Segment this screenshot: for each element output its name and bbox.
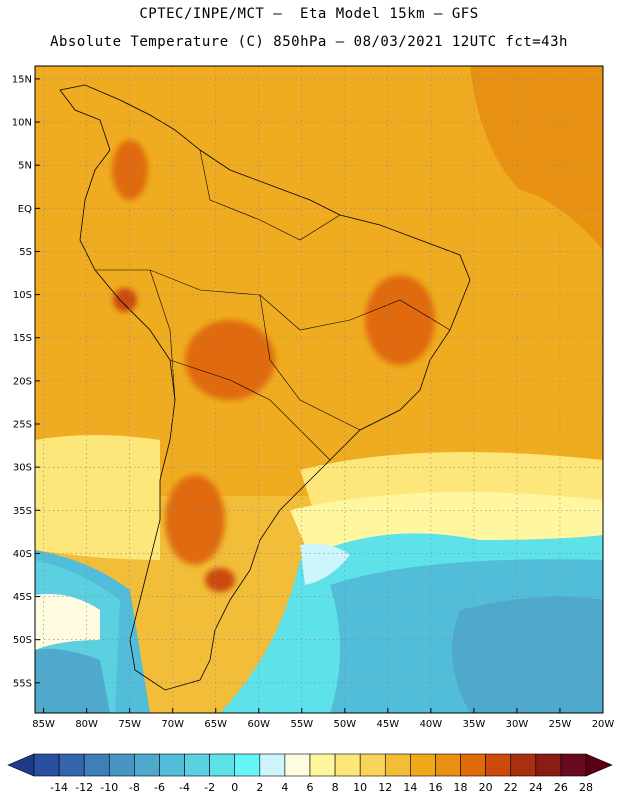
colorbar-label: 16 [428, 781, 442, 794]
colorbar-segment [209, 753, 236, 777]
colorbar-segment [510, 753, 537, 777]
lon-tick-label: 35W [463, 719, 486, 730]
lat-tick-label: 30S [13, 463, 32, 474]
colorbar-segment [560, 753, 587, 777]
map-frame [34, 65, 604, 714]
lat-tick-label: 40S [13, 549, 32, 560]
colorbar-label: 28 [579, 781, 593, 794]
lat-tick-label: 25S [13, 420, 32, 431]
colorbar-segment [83, 753, 110, 777]
colorbar-segment [159, 753, 185, 777]
temperature-field [35, 66, 603, 713]
colorbar-label: 26 [554, 781, 568, 794]
colorbar-segment [33, 753, 60, 777]
lat-tick-label: 10S [13, 290, 32, 301]
colorbar-segment [284, 753, 311, 777]
lon-tick-label: 25W [549, 719, 572, 730]
lon-tick-label: 50W [334, 719, 357, 730]
longitude-ticks: 85W 80W 75W 70W 65W 60W 55W 50W 45W 40W 35W 30W 25W 2… [32, 708, 614, 730]
colorbar-label: 2 [256, 781, 263, 794]
colorbar-segment [460, 753, 486, 777]
title-line-2: Absolute Temperature (C) 850hPa – 08/03/… [50, 34, 568, 50]
lon-tick-label: 30W [506, 719, 529, 730]
colorbar-label: 18 [454, 781, 468, 794]
colorbar-label: -10 [100, 781, 118, 794]
lat-tick-label: 10N [12, 118, 32, 129]
colorbar-label: 6 [307, 781, 314, 794]
lon-tick-label: 85W [32, 719, 55, 730]
coastline-south-america [59, 84, 471, 691]
lon-tick-label: 45W [377, 719, 400, 730]
colorbar-segment [435, 753, 461, 777]
title-line-1: CPTEC/INPE/MCT – Eta Model 15km – GFS [139, 6, 479, 22]
colorbar-segment [108, 753, 135, 777]
colorbar-label: 20 [479, 781, 493, 794]
colorbar-segment [58, 753, 85, 777]
colorbar-label: 14 [403, 781, 417, 794]
lat-tick-label: EQ [18, 204, 32, 215]
lon-tick-label: 60W [247, 719, 270, 730]
colorbar-label: 4 [281, 781, 288, 794]
colorbar-segment [309, 753, 336, 777]
colorbar-label: -4 [179, 781, 190, 794]
latitude-ticks: 15N 10N 5N EQ 5S 10S 15S 20S 25S 30S 35S 40S 45S 50S 5… [12, 74, 40, 689]
lon-tick-label: 80W [75, 719, 98, 730]
colorbar-segment [234, 753, 261, 777]
colorbar-high-arrow [585, 753, 613, 777]
lon-tick-label: 75W [118, 719, 141, 730]
lon-tick-label: 55W [290, 719, 313, 730]
colorbar-segment [535, 753, 562, 777]
colorbar-segment [184, 753, 210, 777]
colorbar-segment [259, 753, 286, 777]
colorbar-segment [134, 753, 160, 777]
colorbar-label: 10 [353, 781, 367, 794]
lon-tick-label: 40W [420, 719, 443, 730]
lon-tick-label: 70W [161, 719, 184, 730]
lat-tick-label: 15N [12, 74, 32, 85]
lon-tick-label: 65W [204, 719, 227, 730]
colorbar-label: -6 [154, 781, 165, 794]
colorbar-label: 22 [504, 781, 518, 794]
lat-tick-label: 55S [13, 678, 32, 689]
colorbar-low-arrow [7, 753, 35, 777]
colorbar: -14 -12 -10 -8 -6 -4 -2 0 2 4 6 8 10 12 14 16 18 20 22 24 26… [7, 753, 613, 794]
colorbar-segment [384, 753, 411, 777]
colorbar-segment [359, 753, 386, 777]
colorbar-label: -12 [75, 781, 93, 794]
colorbar-segment [410, 753, 436, 777]
colorbar-label: 24 [529, 781, 543, 794]
colorbar-label: -2 [204, 781, 215, 794]
colorbar-label: 8 [332, 781, 339, 794]
lat-tick-label: 20S [13, 376, 32, 387]
colorbar-segment [334, 753, 361, 777]
lon-tick-label: 20W [592, 719, 615, 730]
colorbar-label: -14 [50, 781, 68, 794]
colorbar-label: 0 [231, 781, 238, 794]
colorbar-label: -8 [129, 781, 140, 794]
colorbar-label: 12 [378, 781, 392, 794]
lat-lon-grid [35, 66, 604, 713]
lat-tick-label: 45S [13, 592, 32, 603]
lat-tick-label: 50S [13, 635, 32, 646]
country-borders [95, 149, 451, 461]
lat-tick-label: 5S [19, 247, 32, 258]
lat-tick-label: 35S [13, 506, 32, 517]
colorbar-segment [485, 753, 512, 777]
lat-tick-label: 5N [18, 161, 32, 172]
lat-tick-label: 15S [13, 333, 32, 344]
